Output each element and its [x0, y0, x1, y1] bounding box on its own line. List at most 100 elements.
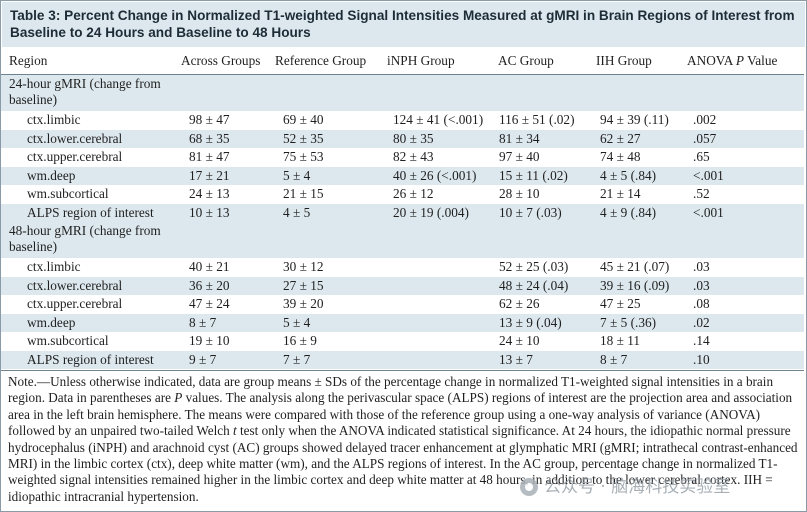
cell-ac: 28 ± 10: [499, 186, 540, 201]
table-note: Note.—Unless otherwise indicated, data a…: [8, 374, 800, 505]
cell-across: 24 ± 13: [189, 186, 230, 201]
cell-iih: 45 ± 21 (.07): [600, 259, 670, 274]
cell-iih: 74 ± 48: [600, 149, 641, 164]
cell-p: .65: [693, 149, 710, 164]
header-ac: AC Group: [498, 53, 554, 68]
cell-inph: 26 ± 12: [393, 186, 434, 201]
cell-across: 40 ± 21: [189, 259, 230, 274]
cell-across: 17 ± 21: [189, 167, 230, 183]
table-row: ctx.limbic 98 ± 47 69 ± 40 124 ± 41 (<.001)…: [1, 111, 804, 129]
table-row: ctx.upper.cerebral 47 ± 24 39 ± 20 62 ± 26 4…: [1, 295, 804, 313]
cell-iih: 39 ± 16 (.09): [600, 277, 670, 293]
cell-across: 68 ± 35: [189, 130, 230, 146]
cell-reference: 5 ± 4: [283, 167, 311, 183]
cell-region: wm.subcortical: [27, 186, 109, 201]
cell-across: 8 ± 7: [189, 314, 217, 330]
cell-across: 19 ± 10: [189, 333, 230, 348]
cell-reference: 52 ± 35: [283, 130, 324, 146]
note-p-italic: P: [174, 390, 183, 406]
cell-iih: 18 ± 11: [600, 333, 641, 348]
cell-inph: 80 ± 35: [393, 130, 434, 146]
table-title: Table 3: Percent Change in Normalized T1…: [10, 8, 795, 40]
cell-region: wm.deep: [27, 314, 76, 330]
header-reference: Reference Group: [275, 53, 367, 68]
watermark: 公众号 · 脑海科技实验室: [520, 472, 730, 497]
cell-ac: 52 ± 25 (.03): [499, 259, 569, 274]
bottom-rule: [1, 370, 804, 371]
cell-reference: 4 ± 5: [283, 204, 311, 220]
table-row: ctx.lower.cerebral 36 ± 20 27 ± 15 48 ± 24 …: [1, 276, 804, 295]
header-anova: ANOVA P Value: [687, 52, 777, 70]
cell-region: ctx.lower.cerebral: [27, 277, 123, 293]
header-anova-suffix: Value: [744, 53, 778, 68]
cell-reference: 30 ± 12: [283, 259, 324, 274]
cell-region: ctx.upper.cerebral: [27, 149, 123, 164]
cell-reference: 75 ± 53: [283, 149, 324, 164]
cell-reference: 69 ± 40: [283, 112, 324, 127]
header-row: Region Across Groups Reference Group iNP…: [1, 49, 804, 73]
cell-ac: 116 ± 51 (.02): [499, 112, 575, 127]
cell-reference: 39 ± 20: [283, 296, 324, 311]
table-row: ALPS region of interest 9 ± 7 7 ± 7 13 ± 7 8…: [1, 350, 804, 369]
cell-region: ALPS region of interest: [27, 204, 154, 220]
header-anova-prefix: ANOVA: [687, 53, 736, 68]
title-bar: Table 3: Percent Change in Normalized T1…: [2, 2, 805, 47]
cell-region: wm.subcortical: [27, 333, 109, 348]
cell-ac: 15 ± 11 (.02): [499, 167, 568, 183]
cell-across: 36 ± 20: [189, 277, 230, 293]
cell-iih: 4 ± 9 (.84): [600, 204, 657, 220]
header-across: Across Groups: [181, 53, 261, 68]
cell-p: .14: [693, 333, 710, 348]
cell-region: ALPS region of interest: [27, 351, 154, 367]
header-iih: IIH Group: [596, 53, 652, 68]
wechat-icon: [520, 478, 538, 496]
table-row: ALPS region of interest 10 ± 13 4 ± 5 20 ± …: [1, 203, 804, 222]
cell-across: 47 ± 24: [189, 296, 230, 311]
cell-iih: 47 ± 25: [600, 296, 641, 311]
cell-across: 98 ± 47: [189, 112, 230, 127]
cell-p: .02: [693, 314, 710, 330]
cell-iih: 21 ± 14: [600, 186, 641, 201]
header-region: Region: [9, 53, 48, 68]
cell-ac: 24 ± 10: [499, 333, 540, 348]
cell-ac: 13 ± 9 (.04): [499, 314, 562, 330]
cell-ac: 10 ± 7 (.03): [499, 204, 562, 220]
note-part1: Note.—Unless otherwise indicated, data a…: [8, 374, 774, 406]
table-row: ctx.lower.cerebral 68 ± 35 52 ± 35 80 ± 35 8…: [1, 129, 804, 148]
cell-reference: 5 ± 4: [283, 314, 311, 330]
header-anova-p: P: [735, 53, 745, 68]
cell-p: .002: [693, 112, 717, 127]
cell-p: <.001: [693, 204, 724, 220]
cell-p: .03: [693, 277, 710, 293]
section-label: 24-hour gMRI (change from baseline): [9, 76, 161, 107]
cell-ac: 48 ± 24 (.04): [499, 277, 569, 293]
cell-reference: 7 ± 7: [283, 351, 311, 367]
table-row: ctx.limbic 40 ± 21 30 ± 12 52 ± 25 (.03) 45 …: [1, 258, 804, 276]
cell-inph: 40 ± 26 (<.001): [393, 167, 477, 183]
note-part2: values. The analysis along the perivascu…: [8, 390, 793, 439]
header-rule: [1, 74, 804, 75]
table-row: wm.subcortical 24 ± 13 21 ± 15 26 ± 12 28 ± …: [1, 185, 804, 203]
cell-ac: 97 ± 40: [499, 149, 540, 164]
cell-p: .057: [693, 130, 717, 146]
cell-inph: 82 ± 43: [393, 149, 434, 164]
cell-across: 81 ± 47: [189, 149, 230, 164]
section-row-section24: 24-hour gMRI (change from baseline): [1, 75, 804, 111]
cell-reference: 27 ± 15: [283, 277, 324, 293]
cell-p: .10: [693, 351, 710, 367]
cell-iih: 62 ± 27: [600, 130, 641, 146]
cell-iih: 4 ± 5 (.84): [600, 167, 657, 183]
cell-region: ctx.limbic: [27, 259, 81, 274]
cell-across: 10 ± 13: [189, 204, 230, 220]
table-row: ctx.upper.cerebral 81 ± 47 75 ± 53 82 ± 43 9…: [1, 148, 804, 166]
cell-inph: 124 ± 41 (<.001): [393, 112, 484, 127]
watermark-text: 公众号 · 脑海科技实验室: [544, 477, 731, 497]
cell-region: ctx.lower.cerebral: [27, 130, 123, 146]
cell-iih: 8 ± 7: [600, 351, 628, 367]
cell-p: .52: [693, 186, 710, 201]
cell-ac: 13 ± 7: [499, 351, 533, 367]
section-row-section48: 48-hour gMRI (change from baseline): [1, 222, 804, 258]
cell-p: .08: [693, 296, 710, 311]
cell-across: 9 ± 7: [189, 351, 217, 367]
section-label: 48-hour gMRI (change from baseline): [9, 223, 161, 254]
